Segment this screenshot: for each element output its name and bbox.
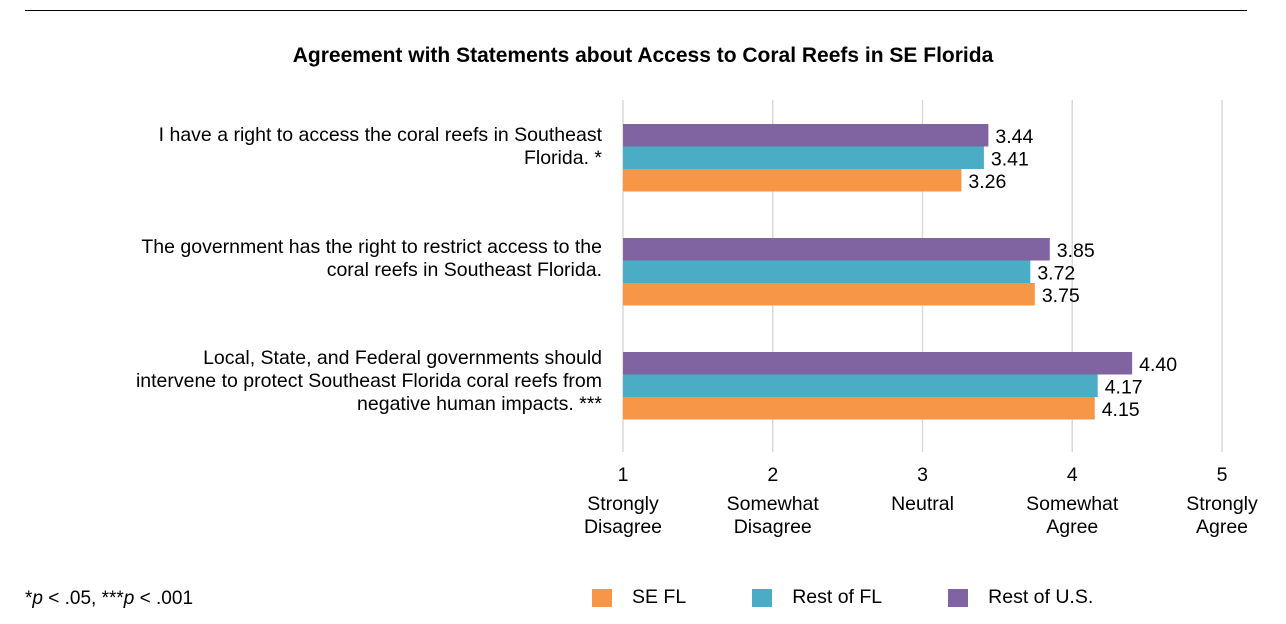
- x-tick-label: Strongly Disagree: [558, 493, 688, 539]
- legend-label: Rest of U.S.: [988, 586, 1093, 609]
- bar-rest-of-u-s-2: [623, 238, 1050, 261]
- data-label: 3.72: [1037, 263, 1075, 285]
- x-tick-label-line: Somewhat: [1007, 493, 1137, 516]
- x-tick-label-line: Agree: [1157, 516, 1286, 539]
- bar-se-fl-1: [623, 169, 961, 192]
- x-tick-label-line: Disagree: [558, 516, 688, 539]
- data-label: 3.75: [1042, 285, 1080, 307]
- data-label: 3.85: [1057, 240, 1095, 262]
- significance-footnote: *p < .05, ***p < .001: [25, 588, 193, 610]
- legend-label: SE FL: [632, 586, 686, 609]
- legend-swatch: [752, 589, 772, 607]
- footnote-part1: < .05, ***: [43, 588, 124, 609]
- data-label: 4.40: [1139, 354, 1177, 376]
- legend-swatch: [592, 589, 612, 607]
- x-tick-label-line: Strongly: [1157, 493, 1286, 516]
- footnote-part2: < .001: [134, 588, 193, 609]
- x-tick-number: 3: [893, 464, 953, 487]
- x-tick-label: Somewhat Disagree: [708, 493, 838, 539]
- bar-rest-of-fl-3: [623, 375, 1098, 398]
- bar-rest-of-fl-1: [623, 147, 984, 170]
- legend-label: Rest of FL: [792, 586, 882, 609]
- footnote-p1: p: [32, 588, 43, 609]
- data-label: 4.17: [1105, 377, 1143, 399]
- legend-item-2: Rest of FL: [752, 586, 882, 609]
- data-label: 3.44: [995, 126, 1033, 148]
- bar-se-fl-3: [623, 397, 1095, 420]
- legend-swatch: [948, 589, 968, 607]
- x-tick-label: Neutral: [858, 493, 988, 516]
- legend-item-1: SE FL: [592, 586, 686, 609]
- x-tick-number: 5: [1192, 464, 1252, 487]
- legend: SE FL Rest of FL Rest of U.S.: [592, 586, 1159, 609]
- x-tick-label: Somewhat Agree: [1007, 493, 1137, 539]
- bar-rest-of-u-s-3: [623, 352, 1132, 375]
- footnote-p2: p: [124, 588, 135, 609]
- legend-item-3: Rest of U.S.: [948, 586, 1093, 609]
- x-tick-label-line: Somewhat: [708, 493, 838, 516]
- x-tick-label-line: Strongly: [558, 493, 688, 516]
- x-tick-label: Strongly Agree: [1157, 493, 1286, 539]
- data-label: 3.26: [968, 171, 1006, 193]
- bar-rest-of-fl-2: [623, 261, 1030, 284]
- data-label: 4.15: [1102, 399, 1140, 421]
- x-tick-number: 2: [743, 464, 803, 487]
- data-label: 3.41: [991, 149, 1029, 171]
- x-tick-label-line: Neutral: [858, 493, 988, 516]
- x-tick-label-line: Agree: [1007, 516, 1137, 539]
- x-tick-number: 4: [1042, 464, 1102, 487]
- x-tick-label-line: Disagree: [708, 516, 838, 539]
- x-tick-number: 1: [593, 464, 653, 487]
- bar-se-fl-2: [623, 283, 1035, 306]
- bar-rest-of-u-s-1: [623, 124, 988, 147]
